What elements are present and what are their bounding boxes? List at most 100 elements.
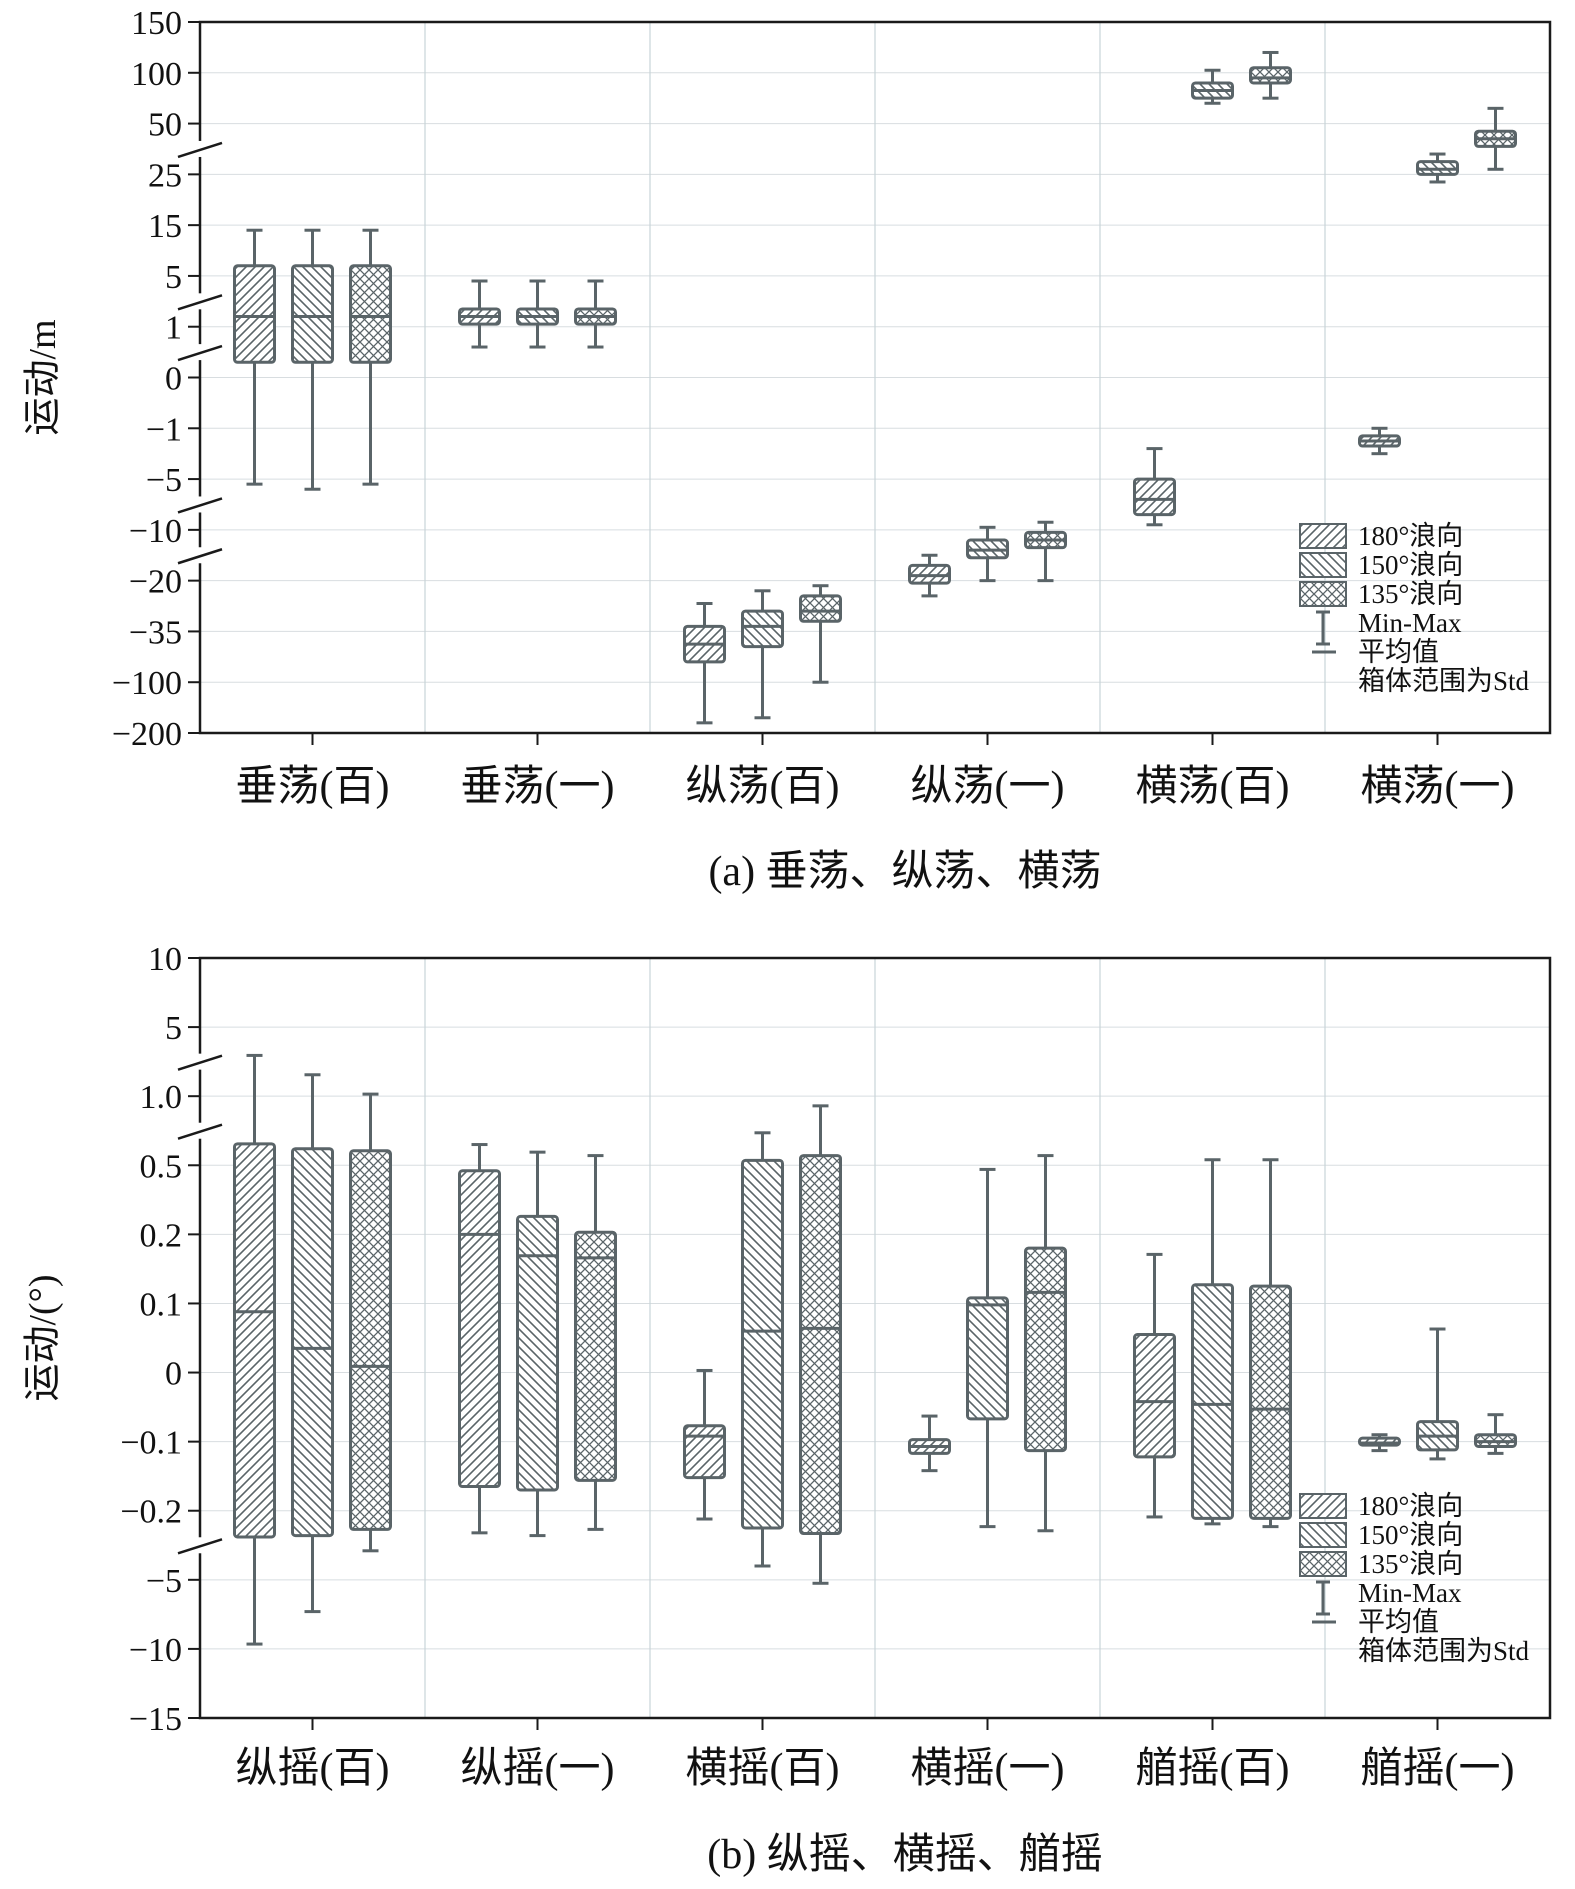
plot-frame	[198, 956, 1552, 1720]
std-box	[1133, 477, 1176, 517]
box-3-1	[966, 525, 1009, 583]
y-tick-label: 0.2	[140, 1217, 183, 1254]
box-2-2	[799, 1104, 842, 1585]
y-tick-label: −10	[129, 513, 182, 550]
box-2-0	[683, 1368, 726, 1521]
std-box	[516, 1214, 559, 1492]
x-tick-label: 横摇(百)	[686, 1746, 840, 1792]
box-2-1	[741, 1131, 784, 1568]
y-tick-label: −20	[129, 564, 182, 601]
box-1-0	[458, 279, 501, 349]
legend-box-note: 箱体范围为Std	[1358, 1636, 1530, 1666]
std-box	[799, 594, 842, 623]
box-4-2	[1249, 1158, 1292, 1529]
legend-swatch	[1299, 1522, 1347, 1548]
axis-break-mark	[177, 548, 223, 565]
box-0-1	[291, 228, 334, 491]
box-5-2	[1474, 1413, 1517, 1455]
axis-break-mark	[177, 497, 223, 514]
axis-break-mark	[177, 1123, 223, 1140]
y-tick-label: 0	[165, 361, 182, 398]
legend-label: 135°浪向	[1358, 579, 1463, 609]
std-box	[349, 1149, 392, 1531]
y-tick-label: −0.2	[120, 1494, 182, 1531]
x-tick-label: 艏摇(一)	[1361, 1746, 1515, 1792]
y-tick-label: 0	[165, 1356, 182, 1393]
y-tick-label: −5	[146, 462, 182, 499]
legend-label: 150°浪向	[1358, 1520, 1463, 1550]
axis-break-mark	[177, 1538, 223, 1555]
std-box	[1191, 1283, 1234, 1520]
y-tick-label: 10	[148, 941, 182, 978]
std-box	[574, 1230, 617, 1482]
box-1-1	[516, 279, 559, 349]
y-tick-label: 15	[148, 208, 182, 245]
chart-b: 10 5 1.0 0.5 0.2 0.1 0 −0.1 −0.2 −5 −10 −15 纵摇(百) 纵摇(…	[22, 941, 1552, 1878]
x-tick-label: 横荡(百)	[1136, 764, 1290, 810]
axis-break-mark	[177, 1054, 223, 1071]
y-tick-label: −35	[129, 614, 182, 651]
x-tick-label: 纵荡(一)	[911, 764, 1065, 810]
chart-a: 150 100 50 25 15 5 1 0 −1 −5 −10 −20 −35 −100 −200 垂荡(百…	[22, 5, 1552, 895]
std-box	[233, 1142, 276, 1539]
std-box	[349, 264, 392, 364]
y-tick-label: −1	[146, 411, 182, 448]
y-tick-label: −15	[129, 1701, 182, 1738]
x-tick-label: 垂荡(百)	[236, 764, 390, 810]
legend-label: 180°浪向	[1358, 521, 1463, 551]
y-tick-label: −10	[129, 1632, 182, 1669]
y-tick-label: −200	[112, 716, 182, 753]
std-box	[741, 609, 784, 649]
x-tick-label: 横荡(一)	[1361, 764, 1515, 810]
y-tick-label: 50	[148, 107, 182, 144]
x-tick-label: 垂荡(一)	[461, 764, 615, 810]
y-tick-label: −0.1	[120, 1425, 182, 1462]
box-2-2	[799, 584, 842, 684]
legend-swatch	[1299, 552, 1347, 578]
axis-break-mark	[177, 141, 223, 159]
y-tick-label: 150	[131, 5, 182, 42]
std-box	[683, 1424, 726, 1480]
box-1-2	[574, 279, 617, 349]
box-0-2	[349, 1092, 392, 1553]
legend-swatch	[1299, 1493, 1347, 1519]
y-tick-label: 1.0	[140, 1079, 183, 1116]
legend-label: 150°浪向	[1358, 550, 1463, 580]
std-box	[458, 1169, 501, 1489]
box-4-1	[1191, 68, 1234, 105]
legend-mean-label: 平均值	[1358, 637, 1439, 667]
box-0-1	[291, 1073, 334, 1614]
std-box	[1249, 66, 1292, 85]
box-1-0	[458, 1143, 501, 1535]
legend-label: 135°浪向	[1358, 1549, 1463, 1579]
legend-minmax-label: Min-Max	[1358, 1578, 1462, 1608]
std-box	[1249, 1284, 1292, 1520]
legend-swatch	[1299, 581, 1347, 607]
std-box	[1133, 1333, 1176, 1459]
box-0-2	[349, 228, 392, 486]
legend-label: 180°浪向	[1358, 1491, 1463, 1521]
legend-mean-label: 平均值	[1358, 1607, 1439, 1637]
std-box	[291, 1147, 334, 1538]
box-5-0	[1358, 426, 1401, 456]
y-tick-label: 5	[165, 1010, 182, 1047]
y-tick-label: 0.5	[140, 1148, 183, 1185]
axis-break-mark	[177, 344, 223, 362]
box-5-0	[1358, 1433, 1401, 1453]
box-2-0	[683, 601, 726, 725]
std-box	[1024, 1246, 1067, 1453]
box-4-0	[1133, 447, 1176, 527]
legend-box-note: 箱体范围为Std	[1358, 666, 1530, 696]
box-5-2	[1474, 106, 1517, 171]
legend-swatch	[1299, 1551, 1347, 1577]
y-tick-label: 25	[148, 157, 182, 194]
x-tick-label: 纵摇(百)	[236, 1746, 390, 1792]
legend-swatch	[1299, 523, 1347, 549]
y-tick-label: 5	[165, 259, 182, 296]
box-0-0	[233, 228, 276, 486]
std-box	[741, 1158, 784, 1530]
box-4-2	[1249, 50, 1292, 100]
std-box	[233, 264, 276, 364]
